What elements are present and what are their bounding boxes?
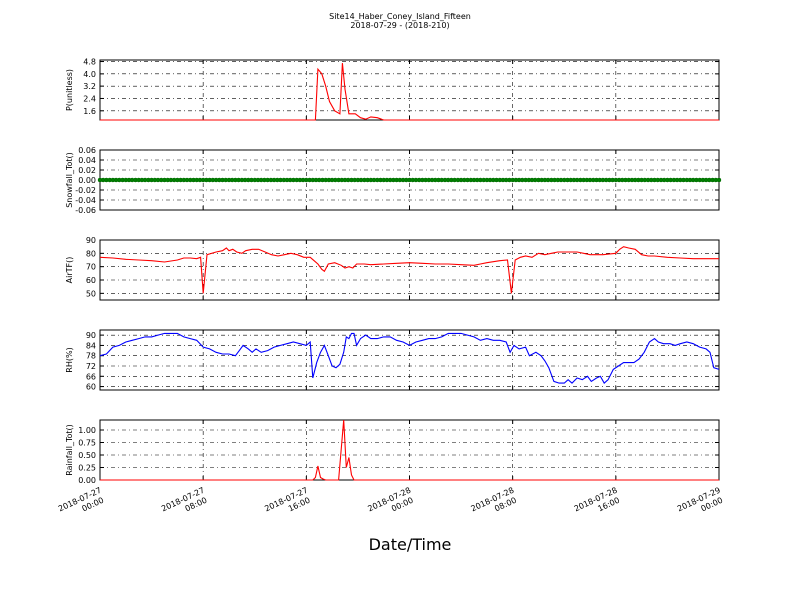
- series-line: [100, 63, 719, 121]
- y-axis-label: RH(%): [65, 347, 74, 372]
- y-tick-label: 2.4: [83, 94, 96, 103]
- y-tick-label: 1.6: [83, 107, 96, 116]
- y-tick-label: 60: [86, 276, 96, 285]
- series-line: [99, 246, 719, 294]
- y-tick-label: -0.02: [75, 186, 96, 195]
- chart-title: Site14_Haber_Coney_Island_Fifteen: [329, 12, 471, 21]
- y-tick-label: -0.06: [75, 206, 96, 215]
- y-tick-label: 0.02: [78, 166, 96, 175]
- y-tick-label: 0.75: [78, 439, 96, 448]
- x-tick-label: 2018-07-2900:00: [676, 486, 726, 523]
- x-tick-labels: 2018-07-2700:00 2018-07-2708:00 2018-07-27…: [57, 486, 726, 523]
- y-tick-label: 1.00: [78, 426, 96, 435]
- y-tick-label: 90: [86, 236, 96, 245]
- x-tick-label: 2018-07-2808:00: [470, 486, 520, 523]
- y-tick-label: 0.00: [78, 476, 96, 485]
- x-tick-label: 2018-07-2708:00: [160, 486, 210, 523]
- y-tick-label: 4.0: [83, 70, 96, 79]
- x-tick-label: 2018-07-2716:00: [263, 486, 313, 523]
- y-tick-label: 78: [86, 352, 96, 361]
- x-tick-label: 2018-07-2800:00: [366, 486, 416, 523]
- y-tick-label: 72: [86, 362, 96, 371]
- panel-3: 90 80 70 60 50 AirTF(): [65, 236, 720, 301]
- y-tick-label: 60: [86, 383, 96, 392]
- y-axis-label: Snowfall_Tot(): [65, 152, 74, 208]
- x-tick-label: 2018-07-2816:00: [573, 486, 623, 523]
- y-tick-label: 0.00: [78, 176, 96, 185]
- chart-subtitle: 2018-07-29 - (2018-210): [350, 21, 449, 30]
- series-line: [100, 419, 719, 481]
- y-axis-label: AirTF(): [65, 257, 74, 284]
- panel-5: 1.00 0.75 0.50 0.25 0.00 Rainfall_Tot(): [65, 419, 720, 485]
- series-line: [99, 332, 720, 384]
- y-axis-label: Rainfall_Tot(): [65, 424, 74, 476]
- data-point: [716, 177, 722, 183]
- y-tick-label: 0.50: [78, 451, 96, 460]
- series-markers: [97, 177, 722, 183]
- y-tick-label: 84: [86, 341, 96, 350]
- y-tick-label: 4.8: [83, 58, 96, 67]
- y-tick-label: 0.06: [78, 146, 96, 155]
- y-tick-label: 0.25: [78, 464, 96, 473]
- y-axis-label: P(unitless): [65, 69, 74, 111]
- y-tick-label: -0.04: [75, 196, 96, 205]
- y-tick-label: 90: [86, 331, 96, 340]
- x-tick-label: 2018-07-2700:00: [57, 486, 107, 523]
- y-tick-label: 50: [86, 289, 96, 298]
- y-tick-label: 70: [86, 263, 96, 272]
- y-tick-label: 3.2: [83, 82, 96, 91]
- y-tick-label: 0.04: [78, 156, 96, 165]
- panels-container: 4.84.03.22.41.6P(unitless)0.060.040.020.…: [65, 58, 722, 485]
- y-tick-label: 80: [86, 249, 96, 258]
- x-axis-label: Date/Time: [369, 535, 452, 554]
- panel-2: 0.060.040.020.00-0.02-0.04-0.06Snowfall_…: [65, 146, 722, 215]
- y-tick-label: 66: [86, 372, 96, 381]
- panel-1: 4.8 4.0 3.2 2.4 1.6 P(unitless): [65, 58, 720, 121]
